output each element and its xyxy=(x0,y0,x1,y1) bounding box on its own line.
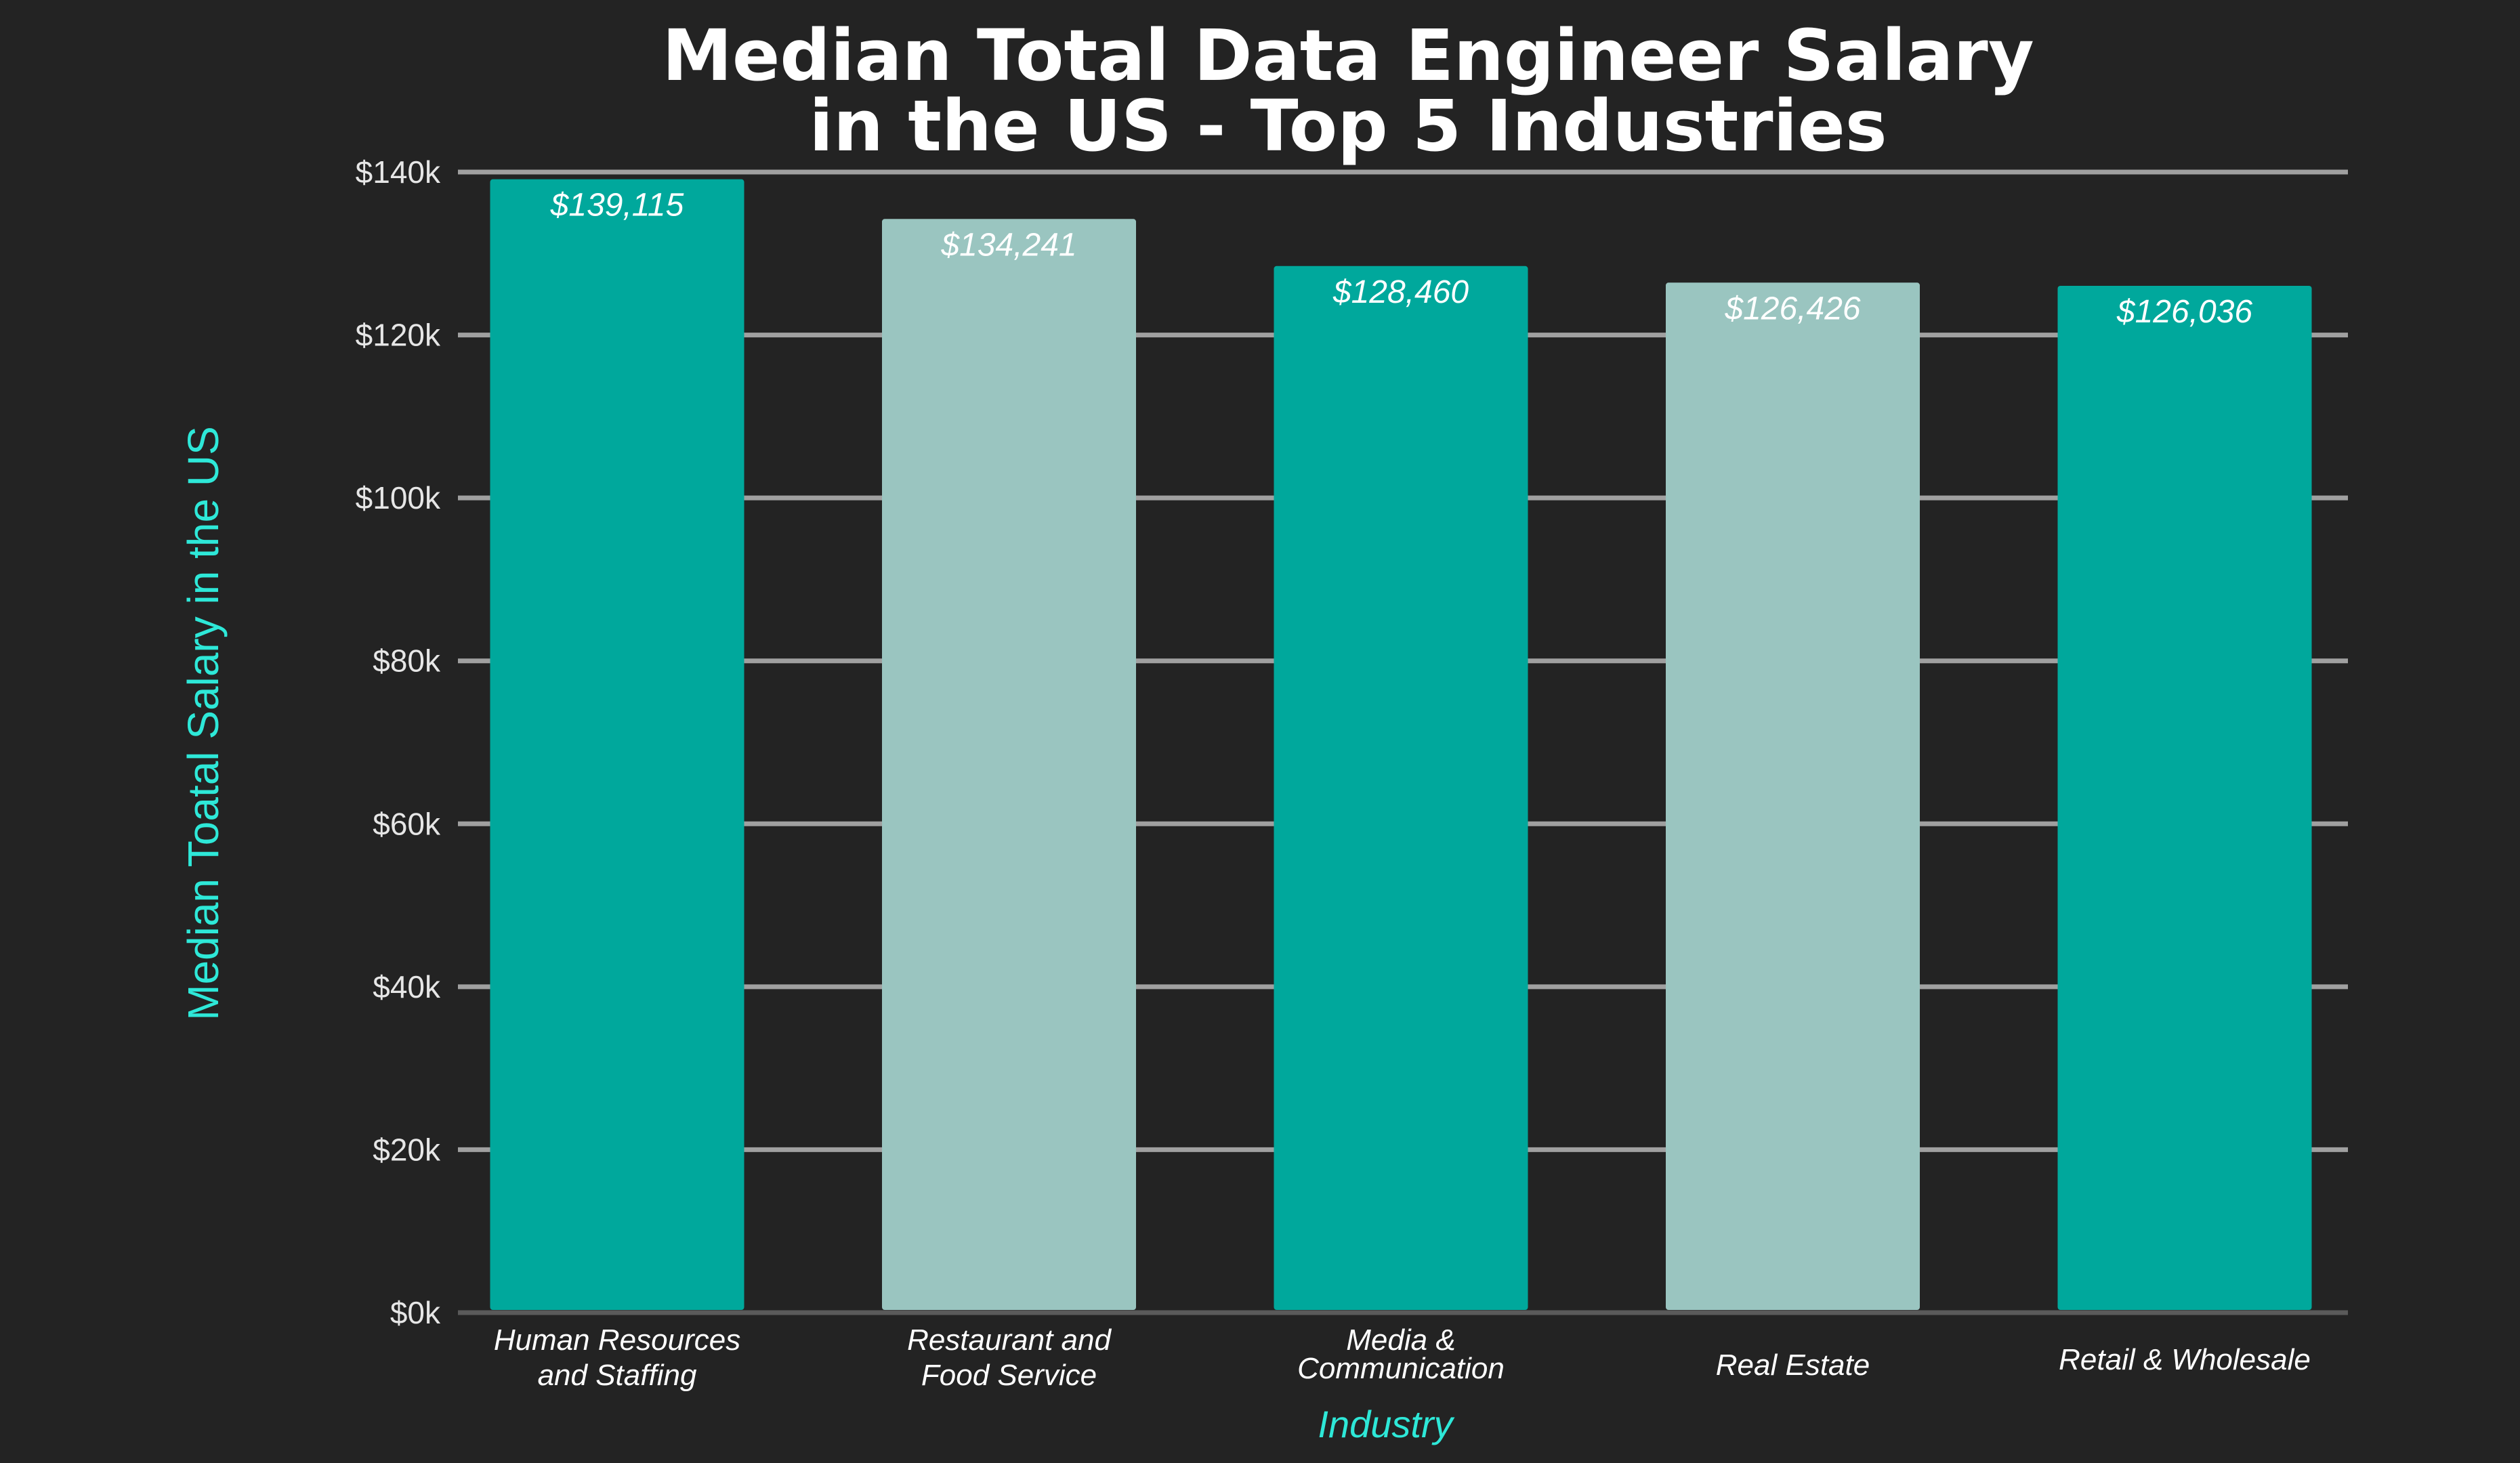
y-tick-label: $60k xyxy=(373,806,441,841)
bar xyxy=(1666,282,1920,1310)
bar xyxy=(882,219,1136,1310)
x-tick-label: Communication xyxy=(1297,1352,1505,1385)
x-tick-label: Retail & Wholesale xyxy=(2059,1343,2311,1376)
chart-title-line-1: Median Total Data Engineer Salary xyxy=(662,14,2034,97)
y-tick-label: $80k xyxy=(373,643,441,679)
x-tick-label: Human Resources xyxy=(494,1323,740,1357)
y-axis-ticks: $0k $20k $40k $60k $80k $100k $120k $140k xyxy=(356,154,441,1330)
x-tick-label: and Staffing xyxy=(538,1359,697,1392)
data-label: $134,241 xyxy=(940,227,1076,263)
chart-title-line-2: in the US - Top 5 Industries xyxy=(809,85,1887,167)
y-axis-label: Median Toatal Salary in the US xyxy=(179,426,228,1021)
y-tick-label: $120k xyxy=(356,318,441,353)
bar xyxy=(490,179,744,1311)
x-tick-label: Food Service xyxy=(921,1359,1097,1392)
x-tick-label: Media & xyxy=(1346,1323,1455,1357)
y-tick-label: $140k xyxy=(356,154,441,190)
bar xyxy=(2057,285,2312,1310)
y-tick-label: $0k xyxy=(390,1295,441,1330)
x-tick-label: Real Estate xyxy=(1716,1349,1870,1382)
y-tick-label: $40k xyxy=(373,969,441,1004)
x-axis-label: Industry xyxy=(1318,1403,1454,1445)
bar xyxy=(1274,266,1528,1311)
y-tick-label: $20k xyxy=(373,1132,441,1167)
x-tick-label: Restaurant and xyxy=(907,1323,1112,1357)
data-label: $126,036 xyxy=(2116,294,2253,330)
data-label: $126,426 xyxy=(1724,291,1861,326)
bars: $139,115 $134,241 $128,460 $126,426 $126,036 xyxy=(490,179,2312,1311)
data-label: $139,115 xyxy=(550,188,684,224)
y-tick-label: $100k xyxy=(356,480,441,515)
data-label: $128,460 xyxy=(1332,274,1469,310)
